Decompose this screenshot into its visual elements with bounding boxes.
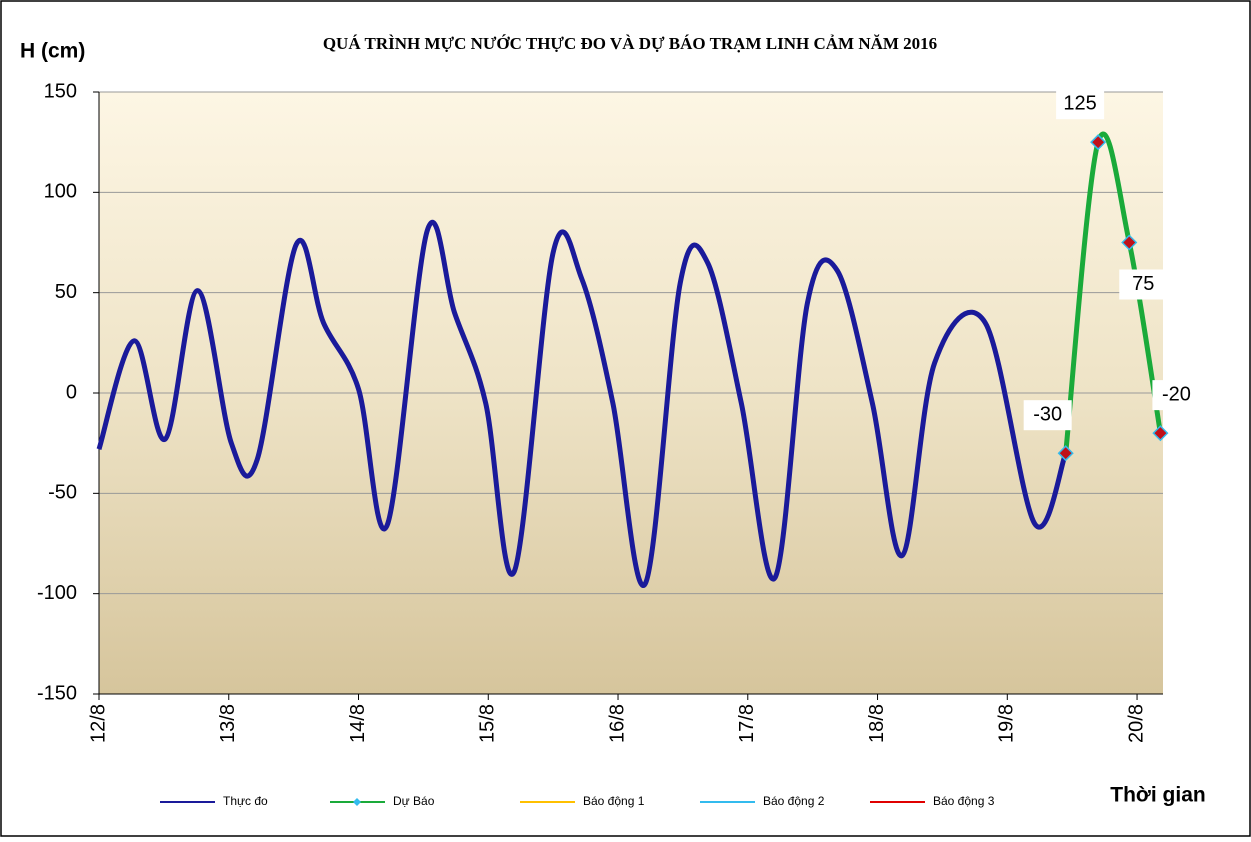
x-tick-label: 15/8 bbox=[477, 704, 499, 743]
x-tick-label: 20/8 bbox=[1125, 704, 1147, 743]
data-label-bg bbox=[1056, 89, 1105, 120]
data-label-bg bbox=[1119, 269, 1168, 300]
x-tick-label: 16/8 bbox=[606, 704, 628, 743]
y-axis-label: H (cm) bbox=[20, 40, 85, 63]
x-axis-label: Thời gian bbox=[1110, 784, 1205, 807]
x-tick-label: 14/8 bbox=[347, 704, 369, 743]
chart-title: QUÁ TRÌNH MỰC NƯỚC THỰC ĐO VÀ DỰ BÁO TRẠ… bbox=[323, 34, 937, 53]
legend-label: Báo động 2 bbox=[763, 794, 825, 808]
x-tick-label: 19/8 bbox=[996, 704, 1018, 743]
marker bbox=[1152, 425, 1169, 442]
y-tick-label: -150 bbox=[37, 682, 77, 704]
marker bbox=[1057, 445, 1074, 462]
legend-label: Dự Báo bbox=[393, 794, 435, 808]
data-label: -30 bbox=[1033, 403, 1062, 425]
legend-label: Thực đo bbox=[223, 794, 268, 808]
y-tick-label: -100 bbox=[37, 582, 77, 604]
data-label-bg bbox=[1023, 400, 1072, 431]
y-tick-label: 50 bbox=[55, 281, 77, 303]
x-tick-label: 12/8 bbox=[87, 704, 109, 743]
x-tick-label: 18/8 bbox=[866, 704, 888, 743]
marker bbox=[1121, 234, 1138, 251]
data-label: -20 bbox=[1162, 383, 1191, 405]
legend-label: Báo động 3 bbox=[933, 794, 995, 808]
data-label: 75 bbox=[1132, 273, 1154, 295]
line bbox=[96, 219, 1069, 588]
marker bbox=[1090, 134, 1107, 151]
data-label-bg bbox=[1152, 380, 1201, 411]
line bbox=[1063, 131, 1163, 454]
x-tick-label: 17/8 bbox=[736, 704, 758, 743]
legend-marker bbox=[353, 798, 361, 806]
y-tick-label: -50 bbox=[48, 482, 77, 504]
y-tick-label: 0 bbox=[66, 381, 77, 403]
y-tick-label: 150 bbox=[44, 80, 77, 102]
y-tick-label: 100 bbox=[44, 181, 77, 203]
data-label: 125 bbox=[1063, 92, 1096, 114]
legend-label: Báo động 1 bbox=[583, 794, 645, 808]
x-tick-label: 13/8 bbox=[217, 704, 239, 743]
